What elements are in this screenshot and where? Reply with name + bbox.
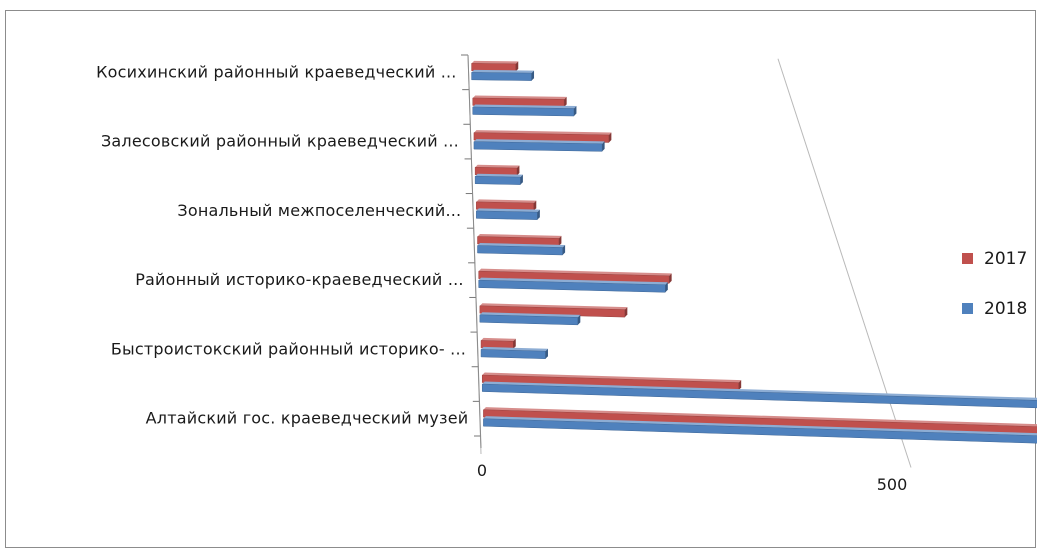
bar-end	[573, 106, 577, 117]
bar-2018	[471, 69, 535, 81]
bar-2018	[478, 277, 668, 293]
bar-2017	[471, 60, 519, 72]
bar-top	[483, 416, 1037, 436]
bar-end	[665, 282, 668, 293]
bar-end	[531, 70, 535, 81]
bar-end	[608, 132, 612, 143]
category-label: Залесовский районный краеведческий ...	[101, 132, 459, 151]
bar-top	[473, 139, 605, 144]
bar-end	[562, 244, 566, 255]
legend-label: 2017	[984, 249, 1027, 269]
bar-end	[558, 235, 562, 246]
bar-front	[483, 418, 1037, 444]
bar-end	[520, 174, 523, 185]
bar-end	[545, 348, 548, 359]
category-label: Зональный межпоселенческий...	[177, 201, 461, 220]
bars-layer	[471, 60, 1037, 444]
chart-area: Алтайский гос. краеведческий музей Быстро…	[5, 10, 1037, 548]
bar-front	[472, 106, 575, 117]
bar-end	[577, 314, 581, 325]
bar-2018	[480, 346, 548, 359]
bar-2017	[479, 303, 628, 318]
bar-top	[479, 312, 581, 318]
bar-top	[478, 268, 672, 276]
legend-swatch	[962, 253, 973, 264]
bar-2018	[472, 104, 577, 117]
bar-end	[738, 380, 742, 391]
bar-front	[474, 175, 521, 185]
bar-front	[476, 210, 538, 220]
category-label: Косихинский районный краеведческий ...	[96, 62, 457, 81]
bar-2018	[479, 312, 581, 326]
bar-top	[481, 346, 548, 352]
bar-top	[472, 95, 567, 100]
bar-2018	[474, 173, 523, 185]
bar-end	[624, 307, 628, 318]
bar-front	[481, 383, 1037, 409]
bar-top	[473, 130, 612, 135]
gridline	[777, 58, 912, 468]
bar-top	[482, 372, 742, 383]
x-tick-label: 500	[877, 475, 908, 494]
bar-2017	[478, 268, 672, 284]
x-tick-label: 0	[477, 461, 487, 480]
bar-front	[480, 349, 546, 359]
bar-end	[564, 96, 567, 107]
category-label: Алтайский гос. краеведческий музей	[146, 409, 469, 428]
bar-top	[482, 381, 1037, 401]
bar-2017	[483, 407, 1037, 435]
category-axis	[467, 54, 482, 449]
bar-top	[471, 60, 519, 64]
bar-front	[483, 409, 1037, 435]
bar-2018	[481, 381, 1037, 409]
bar-2018	[477, 243, 566, 256]
bar-top	[476, 208, 540, 213]
bar-front	[471, 72, 532, 81]
bar-2018	[476, 208, 540, 220]
bar-top	[477, 243, 566, 248]
bar-2018	[473, 139, 605, 152]
legend-swatch	[962, 303, 973, 314]
bar-top	[478, 277, 668, 285]
bar-end	[602, 141, 605, 152]
bar-end	[537, 209, 540, 220]
bar-top	[479, 303, 628, 310]
bar-top	[472, 104, 577, 109]
bar-end	[516, 165, 520, 176]
bar-top	[483, 407, 1037, 427]
labels-layer: Алтайский гос. краеведческий музей Быстро…	[96, 62, 908, 494]
bar-2018	[483, 416, 1037, 444]
bar-end	[513, 338, 516, 349]
bar-end	[669, 273, 672, 284]
bar-chart: Алтайский гос. краеведческий музей Быстро…	[96, 54, 1037, 494]
bar-end	[515, 61, 519, 72]
legend: 2017 2018	[962, 249, 1027, 319]
bar-2017	[472, 95, 567, 108]
category-label: Районный историко-краеведческий ...	[135, 270, 463, 289]
bar-end	[533, 200, 537, 211]
bar-top	[477, 234, 562, 239]
category-label: Быстроистокский районный историко- ...	[111, 339, 466, 358]
legend-label: 2018	[984, 299, 1027, 319]
